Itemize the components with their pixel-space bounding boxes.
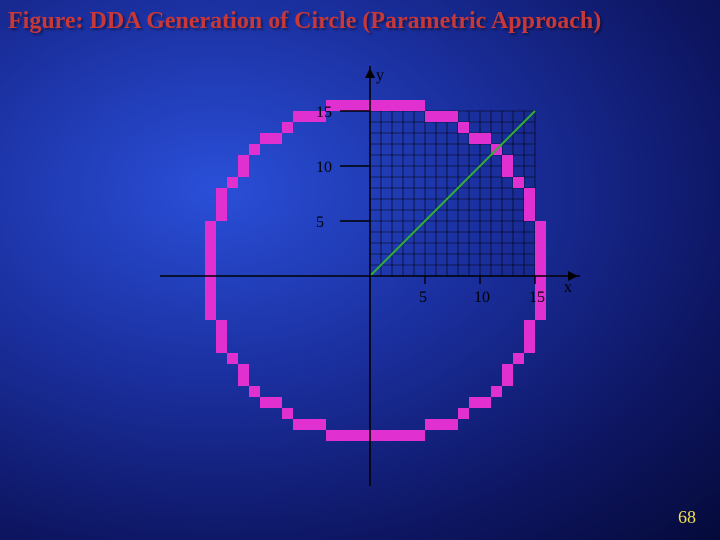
svg-text:y: y [376,67,384,84]
figure-title: Figure: DDA Generation of Circle (Parame… [8,8,601,35]
dda-circle-diagram: 5 10 15 5 10 15 y x [160,66,580,486]
page-number: 68 [678,507,696,528]
svg-text:5: 5 [316,214,324,231]
svg-text:10: 10 [316,159,332,176]
svg-text:x: x [564,279,572,296]
svg-text:5: 5 [419,289,427,306]
svg-text:10: 10 [474,289,490,306]
svg-text:15: 15 [529,289,545,306]
svg-text:15: 15 [316,104,332,121]
